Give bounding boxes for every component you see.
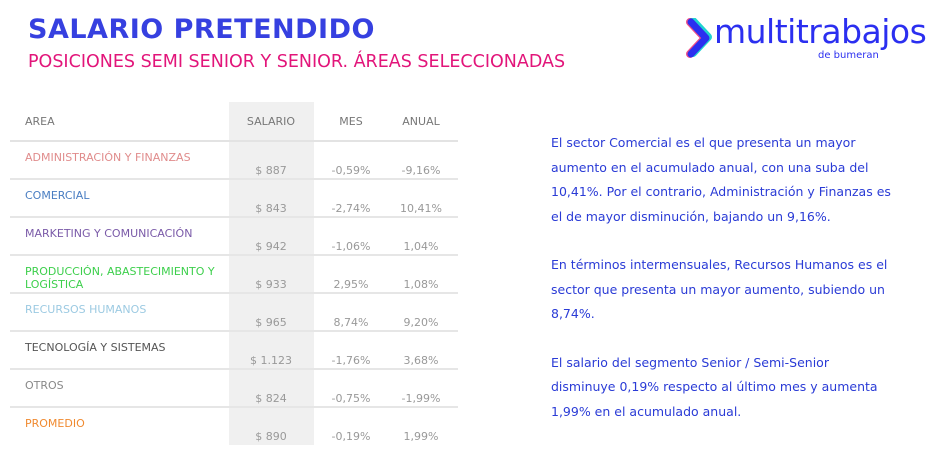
row-salario: $ 890	[255, 430, 287, 443]
row-area: TECNOLOGÍA Y SISTEMAS	[25, 341, 166, 354]
header-anual: ANUAL	[402, 115, 440, 128]
salary-table: AREA SALARIO MES ANUAL ADMINISTRACIÓN Y …	[10, 102, 458, 444]
commentary: El sector Comercial es el que presenta u…	[551, 131, 891, 448]
row-anual: 1,99%	[403, 430, 439, 443]
row-area: PRODUCCIÓN, ABASTECIMIENTO Y LOGÍSTICA	[25, 265, 215, 291]
row-salario: $ 965	[255, 316, 287, 329]
paragraph: En términos intermensuales, Recursos Hum…	[551, 257, 888, 321]
row-anual: 3,68%	[403, 354, 439, 367]
row-anual: 9,20%	[403, 316, 439, 329]
row-area: MARKETING Y COMUNICACIÓN	[25, 227, 193, 240]
row-anual: -9,16%	[401, 164, 441, 177]
row-mes: -1,06%	[331, 240, 371, 253]
table-row: TECNOLOGÍA Y SISTEMAS $ 1.123 -1,76% 3,6…	[10, 332, 458, 370]
row-mes: -0,75%	[331, 392, 371, 405]
row-salario: $ 942	[255, 240, 287, 253]
table-row: PRODUCCIÓN, ABASTECIMIENTO Y LOGÍSTICA $…	[10, 256, 458, 294]
logo-wordmark: multitrabajos	[714, 12, 927, 51]
table-row: RECURSOS HUMANOS $ 965 8,74% 9,20%	[10, 294, 458, 332]
row-mes: -2,74%	[331, 202, 371, 215]
row-salario: $ 933	[255, 278, 287, 291]
row-area: ADMINISTRACIÓN Y FINANZAS	[25, 151, 191, 164]
row-area: PROMEDIO	[25, 417, 85, 430]
header-area: AREA	[25, 115, 55, 128]
header-mes: MES	[339, 115, 363, 128]
salary-column-highlight	[229, 102, 314, 445]
table-row: ADMINISTRACIÓN Y FINANZAS $ 887 -0,59% -…	[10, 142, 458, 180]
row-mes: -0,19%	[331, 430, 371, 443]
row-anual: 1,04%	[403, 240, 439, 253]
paragraph: El sector Comercial es el que presenta u…	[551, 135, 891, 224]
row-salario: $ 843	[255, 202, 287, 215]
table-row: PROMEDIO $ 890 -0,19% 1,99%	[10, 408, 458, 444]
paragraph: El salario del segmento Senior / Semi-Se…	[551, 354, 878, 419]
row-mes: -0,59%	[331, 164, 371, 177]
row-salario: $ 887	[255, 164, 287, 177]
table-row: OTROS $ 824 -0,75% -1,99%	[10, 370, 458, 408]
row-mes: 8,74%	[333, 316, 369, 329]
row-area: COMERCIAL	[25, 189, 90, 202]
row-anual: 1,08%	[403, 278, 439, 291]
row-salario: $ 824	[255, 392, 287, 405]
row-mes: -1,76%	[331, 354, 371, 367]
row-area: OTROS	[25, 379, 64, 392]
chevron-logo-icon	[686, 18, 712, 58]
table-row: MARKETING Y COMUNICACIÓN $ 942 -1,06% 1,…	[10, 218, 458, 256]
row-mes: 2,95%	[333, 278, 369, 291]
row-anual: 10,41%	[400, 202, 442, 215]
page-subtitle: POSICIONES SEMI SENIOR Y SENIOR. ÁREAS S…	[28, 52, 566, 72]
logo-tagline: de bumeran	[818, 50, 879, 61]
page-title: SALARIO PRETENDIDO	[28, 14, 375, 45]
row-anual: -1,99%	[401, 392, 441, 405]
table-header: AREA SALARIO MES ANUAL	[10, 102, 458, 142]
header-salario: SALARIO	[246, 115, 296, 128]
row-salario: $ 1.123	[250, 354, 292, 367]
multitrabajos-logo: multitrabajos de bumeran	[686, 12, 931, 63]
table-row: COMERCIAL $ 843 -2,74% 10,41%	[10, 180, 458, 218]
row-area: RECURSOS HUMANOS	[25, 303, 147, 316]
